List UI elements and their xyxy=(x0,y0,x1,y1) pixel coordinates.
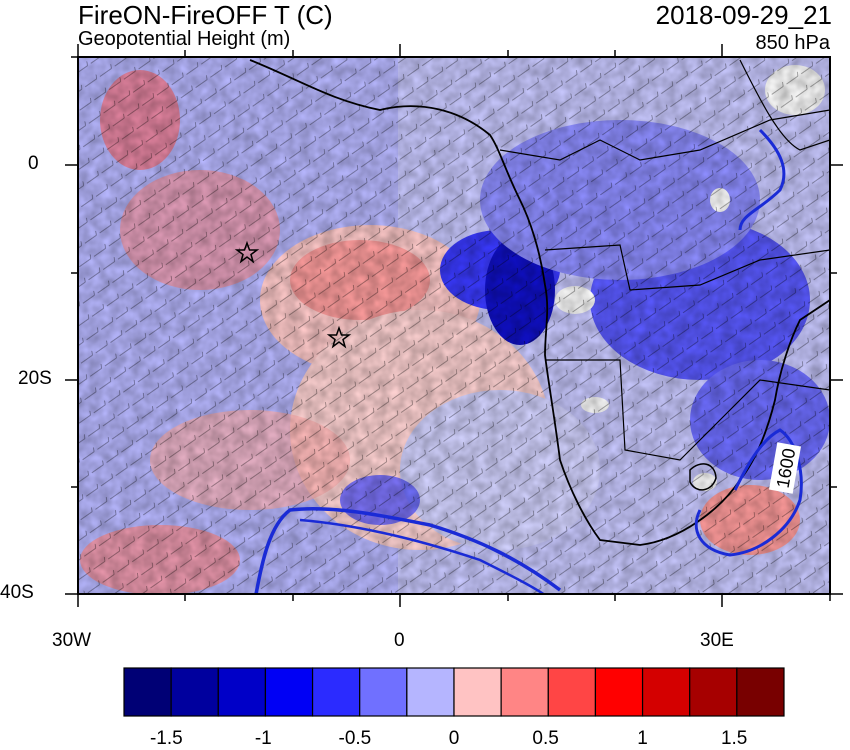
colorbar-swatch xyxy=(359,667,408,717)
colorbar-swatch xyxy=(123,667,172,717)
title: FireON-FireOFF T (C) xyxy=(78,0,333,30)
colorbar-swatch xyxy=(217,667,267,717)
temperature-field xyxy=(78,57,830,594)
star-marker xyxy=(326,325,352,349)
y-tick-label: 40S xyxy=(0,582,34,603)
colorbar-tick-label: 0 xyxy=(448,728,460,749)
x-tick-label: 30W xyxy=(52,630,92,651)
colorbar-swatch xyxy=(689,667,738,717)
x-tick-label: 30E xyxy=(700,630,734,651)
colorbar-swatch xyxy=(547,667,597,717)
geopotential-contour xyxy=(254,128,803,594)
y-tick-label: 20S xyxy=(18,368,52,389)
colorbar-swatch xyxy=(500,667,549,717)
x-tick-label: 0 xyxy=(394,630,405,651)
colorbar-swatch xyxy=(594,667,644,717)
colorbar-swatch xyxy=(170,667,219,717)
colorbar-tick-label: 0.5 xyxy=(532,728,559,749)
plot-frame xyxy=(77,56,831,595)
pressure-level: 850 hPa xyxy=(755,32,830,54)
colorbar-tick-label: -0.5 xyxy=(338,728,372,749)
star-marker xyxy=(234,240,260,264)
colorbar-swatch xyxy=(406,667,455,717)
colorbar-tick-label: -1.5 xyxy=(149,728,183,749)
colorbar-tick-label: 1 xyxy=(637,728,648,749)
timestamp: 2018-09-29_21 xyxy=(655,0,832,30)
colorbar-swatch xyxy=(264,667,314,717)
colorbar-swatch xyxy=(641,667,691,717)
colorbar-swatch xyxy=(311,667,361,717)
colorbar-tick-label: -1 xyxy=(254,728,272,749)
colorbar-swatch xyxy=(453,667,502,717)
colorbar-tick-label: 1.5 xyxy=(720,728,748,749)
axis-ticks xyxy=(65,44,843,607)
y-tick-label: 0 xyxy=(28,153,39,174)
subtitle: Geopotential Height (m) xyxy=(78,28,291,50)
colorbar-swatch xyxy=(736,667,785,717)
